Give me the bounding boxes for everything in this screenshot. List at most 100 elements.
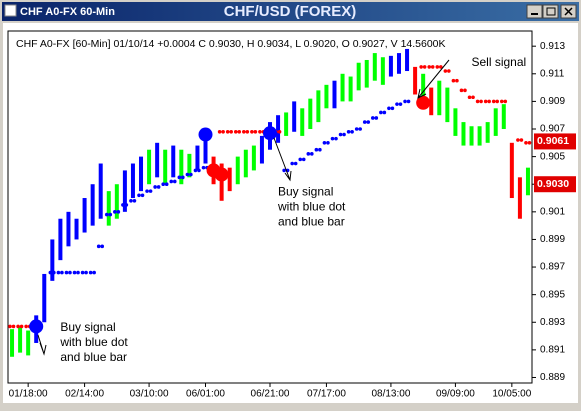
stop-dot: [451, 78, 456, 83]
arrow: [37, 334, 47, 356]
stop-dot: [169, 179, 174, 184]
stop-dot: [108, 212, 113, 217]
stop-dot: [503, 99, 508, 104]
price-bar: [485, 122, 490, 143]
stop-dot: [379, 110, 383, 115]
stop-dot: [463, 88, 467, 93]
stop-dot: [116, 210, 121, 214]
annotation: Buy signal: [278, 185, 333, 199]
x-tick-label: 08/13:00: [371, 389, 410, 400]
stop-dot: [443, 69, 448, 73]
stop-dot: [406, 99, 411, 104]
stop-dot: [100, 244, 105, 249]
y-tick-label: 0.899: [540, 234, 565, 245]
y-tick-label: 0.891: [540, 345, 565, 356]
price-bar: [429, 87, 434, 116]
stop-dot: [334, 136, 338, 141]
stop-dot: [84, 270, 88, 275]
y-tick-label: 0.889: [540, 372, 565, 383]
price-bar: [372, 53, 377, 81]
signal-dot: [214, 167, 229, 182]
price-bar: [493, 108, 498, 136]
price-bar: [50, 239, 55, 281]
stop-dot: [435, 65, 440, 69]
stop-dot: [403, 99, 407, 104]
stop-dot: [16, 324, 20, 329]
minimize-button[interactable]: [526, 4, 543, 19]
signal-dot: [198, 127, 213, 142]
stop-dot: [318, 147, 322, 152]
price-bar: [356, 62, 361, 91]
price-bar: [292, 101, 297, 132]
window-buttons[interactable]: [526, 4, 577, 19]
price-bar: [187, 153, 192, 178]
price-bar: [139, 156, 144, 192]
stop-dot: [527, 141, 532, 145]
stop-dot: [422, 65, 427, 69]
stop-dot: [387, 106, 391, 111]
title-bar: [2, 2, 579, 21]
stop-dot: [487, 99, 491, 104]
price-bar: [82, 198, 87, 233]
stop-dot: [346, 129, 351, 134]
stop-dot: [161, 182, 165, 187]
price-bar: [259, 135, 264, 164]
price-bar: [26, 330, 31, 356]
stop-dot: [342, 132, 346, 137]
x-tick-label: 03/10:00: [130, 389, 169, 400]
stop-dot: [250, 129, 254, 134]
price-bar: [114, 184, 119, 219]
stop-dot: [366, 120, 371, 124]
signal-dot: [416, 95, 431, 110]
stop-dot: [253, 129, 258, 134]
stop-dot: [447, 69, 451, 73]
price-bar: [405, 48, 410, 72]
stop-dot: [350, 129, 354, 134]
price-bar: [469, 126, 474, 146]
stop-dot: [301, 157, 306, 162]
stop-dot: [68, 270, 72, 275]
price-bar: [243, 149, 248, 178]
stop-dot: [124, 203, 129, 207]
stop-dot: [221, 129, 225, 134]
y-tick-label: 0.913: [540, 41, 565, 52]
stop-dot: [483, 99, 488, 104]
price-label: 0.9030: [537, 178, 569, 190]
stop-dot: [395, 102, 399, 106]
y-tick-label: 0.895: [540, 289, 565, 300]
price-bar: [66, 211, 71, 247]
stop-dot: [430, 65, 435, 69]
price-label-box: [534, 176, 576, 193]
stop-dot: [233, 129, 238, 134]
stop-dot: [362, 120, 367, 124]
stop-dot: [153, 185, 157, 189]
stop-dot: [145, 189, 149, 193]
price-bar: [98, 163, 103, 219]
stop-dot: [64, 270, 69, 275]
price-bar: [42, 273, 47, 323]
maximize-button[interactable]: [542, 4, 559, 19]
price-bar: [445, 87, 450, 123]
stop-dot: [185, 172, 190, 177]
stop-dot: [245, 129, 250, 134]
price-bar: [106, 191, 111, 226]
stop-dot: [137, 193, 141, 198]
stop-dot: [164, 182, 169, 187]
stop-dot: [88, 270, 93, 275]
price-bar: [219, 163, 224, 201]
price-bar: [453, 108, 458, 136]
stop-dot: [290, 161, 294, 166]
stop-dot: [177, 175, 182, 180]
stop-dot: [322, 141, 327, 145]
price-bar: [316, 90, 321, 123]
stop-dot: [277, 129, 282, 134]
price-bar: [413, 66, 418, 95]
price-bar: [308, 98, 313, 130]
stop-dot: [92, 270, 96, 275]
price-bar: [332, 80, 337, 109]
window-icon: [4, 4, 17, 17]
price-bar: [380, 57, 385, 85]
price-bar: [227, 167, 232, 192]
plot: 0.9130.9110.9090.9070.9050.9030.9010.899…: [8, 41, 576, 400]
stop-dot: [519, 138, 524, 142]
